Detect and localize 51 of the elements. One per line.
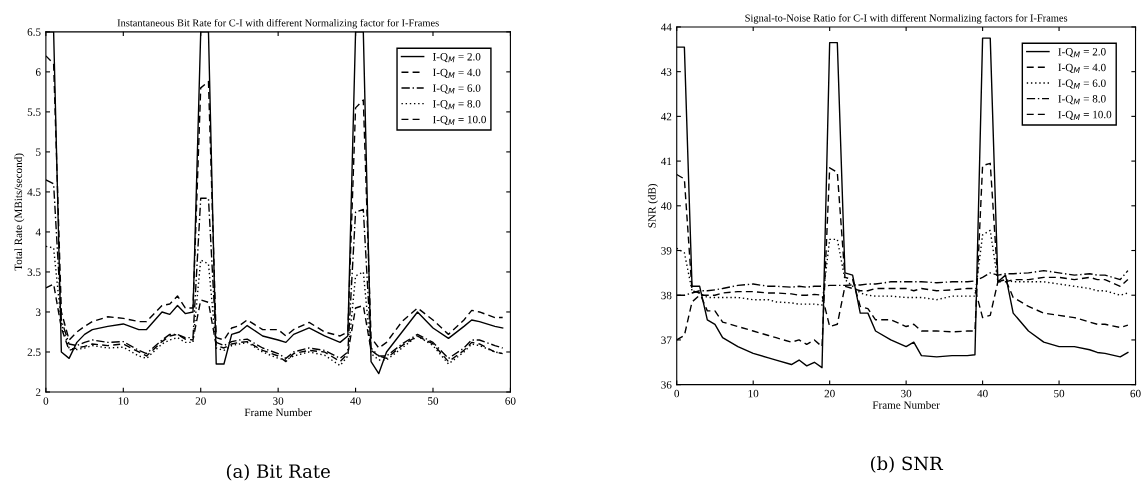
y-tick-label: 39 xyxy=(661,247,672,255)
y-tick-label: 36 xyxy=(661,381,672,389)
legend-label: I-Q$_{M}$ = 4.0 xyxy=(432,68,481,78)
x-tick-label: 10 xyxy=(118,397,129,405)
y-axis-title: Total Rate (MBits/second) xyxy=(14,153,25,271)
y-tick-label: 6.5 xyxy=(27,28,41,36)
legend-label: I-Q$_{M}$ = 4.0 xyxy=(1058,63,1106,73)
y-tick-label: 2.5 xyxy=(27,348,41,356)
chart-title: Instantaneous Bit Rate for C-I with different Normalizing factor for I-Frames xyxy=(117,18,439,29)
text: (b) SNR xyxy=(870,456,944,473)
x-axis-title: Frame Number xyxy=(872,400,940,409)
legend-label: I-Q$_{M}$ = 8.0 xyxy=(1058,95,1106,105)
x-tick-label: 20 xyxy=(824,389,835,398)
x-tick-label: 60 xyxy=(1130,389,1141,398)
legend-label: I-Q$_{M}$ = 10.0 xyxy=(1058,110,1112,121)
x-axis-title: Frame Number xyxy=(244,408,312,417)
legend-label: I-Q$_{M}$ = 6.0 xyxy=(1058,79,1106,89)
y-tick-label: 42 xyxy=(660,112,672,121)
y-tick-label: 40 xyxy=(660,202,672,210)
y-tick-label: 2 xyxy=(35,388,41,396)
y-tick-label: 5.5 xyxy=(27,108,41,116)
x-tick-label: 20 xyxy=(195,397,206,405)
legend-label: I-Q$_{M}$ = 2.0 xyxy=(432,52,481,63)
y-axis-title: SNR (dB) xyxy=(647,183,658,228)
x-tick-label: 30 xyxy=(273,397,284,405)
legend-label: I-Q$_{M}$ = 8.0 xyxy=(432,100,481,110)
y-tick-label: 3.5 xyxy=(27,268,41,276)
x-tick-label: 30 xyxy=(901,389,912,398)
legend-label: I-Q$_{M}$ = 2.0 xyxy=(1058,48,1106,58)
x-tick-label: 0 xyxy=(674,389,680,398)
y-tick-label: 37 xyxy=(661,336,672,344)
x-tick-label: 50 xyxy=(428,397,439,405)
y-tick-label: 4 xyxy=(35,228,41,236)
y-tick-label: 38 xyxy=(661,291,672,300)
x-tick-label: 60 xyxy=(505,397,516,405)
legend-label: I-Q$_{M}$ = 10.0 xyxy=(432,115,486,125)
y-tick-label: 44 xyxy=(660,23,672,31)
y-tick-label: 3 xyxy=(35,308,41,316)
y-tick-label: 5 xyxy=(36,148,41,156)
legend-label: I-Q$_{M}$ = 6.0 xyxy=(432,84,481,94)
y-tick-label: 41 xyxy=(660,157,672,165)
text: (a) Bit Rate xyxy=(226,464,330,481)
y-tick-label: 4.5 xyxy=(27,188,41,196)
x-tick-label: 40 xyxy=(350,397,361,405)
x-tick-label: 0 xyxy=(43,397,49,405)
chart-title: Signal-to-Noise Ratio for C-I with different Normalizing factors for I-Frames xyxy=(745,14,1068,24)
x-tick-label: 40 xyxy=(977,389,988,398)
y-tick-label: 43 xyxy=(660,68,672,76)
x-tick-label: 10 xyxy=(748,389,759,398)
x-tick-label: 50 xyxy=(1054,389,1065,398)
y-tick-label: 6 xyxy=(35,68,41,76)
